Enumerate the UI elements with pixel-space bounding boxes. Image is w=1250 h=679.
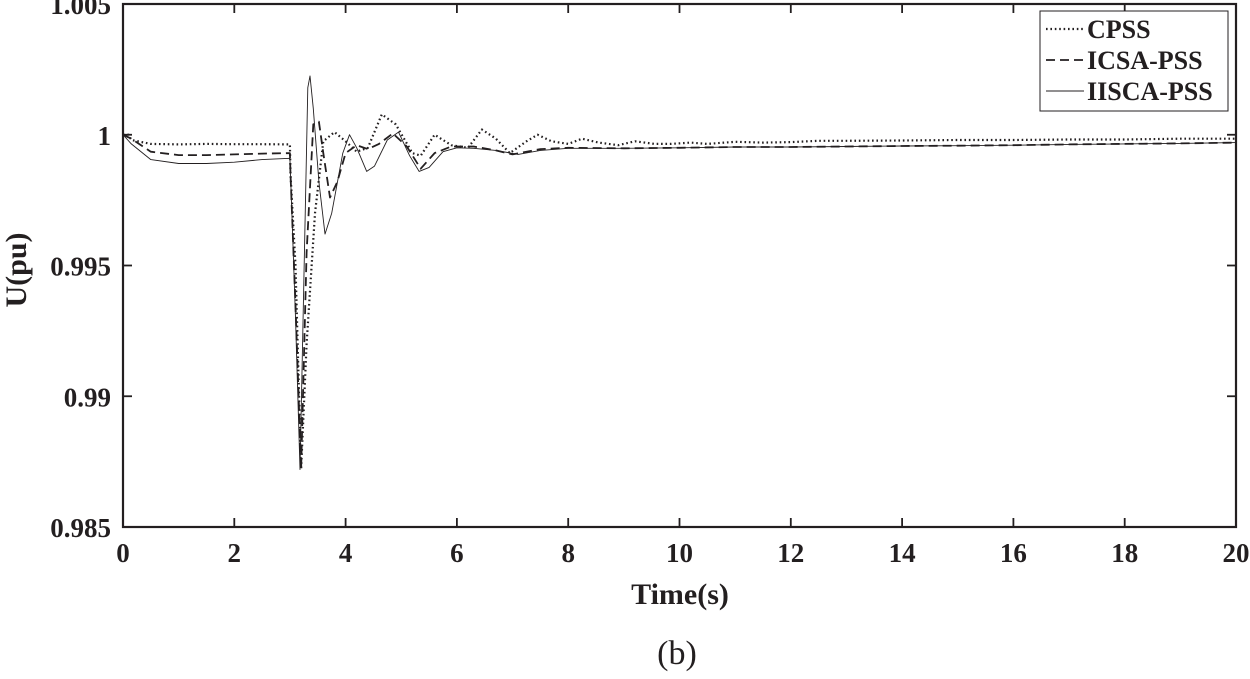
x-tick-label: 2 xyxy=(228,538,242,568)
y-tick-label: 1.005 xyxy=(50,0,111,20)
figure-caption: (b) xyxy=(657,635,697,672)
x-axis-title: Time(s) xyxy=(631,578,729,611)
legend-label: IISCA-PSS xyxy=(1087,77,1213,106)
x-tick-label: 14 xyxy=(889,538,916,568)
y-tick-label: 0.99 xyxy=(64,382,111,412)
y-tick-label: 1 xyxy=(98,121,112,151)
axis-ticks: 0 2 4 6 8 10 12 14 16 18 20 0.985 0.99 0.995 1 1.005 xyxy=(50,0,1249,568)
legend-box xyxy=(1039,10,1229,112)
x-tick-label: 6 xyxy=(450,538,464,568)
series-line-iisca-pss xyxy=(122,75,1237,470)
x-tick-label: 10 xyxy=(666,538,693,568)
x-tick-label: 12 xyxy=(777,538,804,568)
series-lines xyxy=(122,75,1237,471)
x-tick-label: 18 xyxy=(1111,538,1138,568)
x-tick-label: 4 xyxy=(339,538,353,568)
x-tick-label: 0 xyxy=(116,538,130,568)
y-axis-title: U(pu) xyxy=(0,232,33,307)
y-tick-label: 0.985 xyxy=(50,513,111,543)
legend-label: CPSS xyxy=(1087,15,1151,44)
x-tick-label: 8 xyxy=(561,538,575,568)
legend-label: ICSA-PSS xyxy=(1087,46,1203,75)
x-tick-label: 20 xyxy=(1223,538,1250,568)
y-tick-label: 0.995 xyxy=(50,252,111,282)
x-tick-label: 16 xyxy=(1000,538,1027,568)
